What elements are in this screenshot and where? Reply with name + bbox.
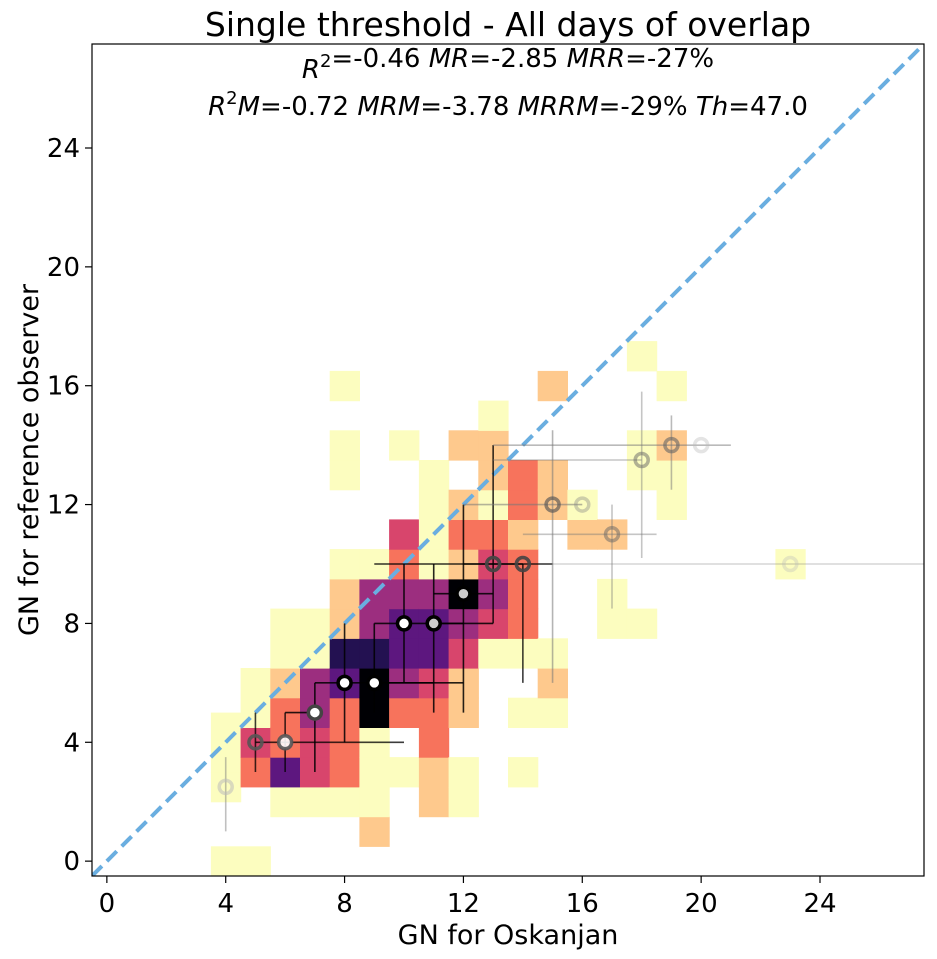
median-marker xyxy=(484,555,502,573)
median-marker xyxy=(336,674,353,692)
plot-frame xyxy=(91,43,925,877)
heatmap-bin xyxy=(656,370,687,402)
median-marker xyxy=(395,615,413,632)
heatmap-bin xyxy=(210,772,242,803)
x-tick-label: 0 xyxy=(99,889,116,919)
median-marker xyxy=(544,496,561,513)
heatmap-bin xyxy=(597,519,628,550)
y-axis-ticks: 0 4 8 12 16 20 24 xyxy=(47,134,92,877)
y-tick-label: 8 xyxy=(63,609,80,639)
heatmap-bin xyxy=(418,489,450,520)
heatmap-bin xyxy=(567,519,598,550)
median-marker xyxy=(663,436,680,454)
median-marker xyxy=(366,674,383,692)
x-tick-label: 16 xyxy=(566,889,599,919)
median-marker xyxy=(782,555,799,573)
median-errorbars xyxy=(224,391,924,832)
heatmap-bin xyxy=(537,697,568,728)
stats-line-2: R2M=-0.72 MRM=-3.78 MRRM=-29% Th=47.0 xyxy=(208,88,808,122)
median-marker xyxy=(306,704,324,721)
y-tick-label: 12 xyxy=(47,491,80,521)
median-marker xyxy=(217,778,234,796)
heatmap-bin xyxy=(329,370,360,402)
heatmap-bins xyxy=(210,341,806,876)
heatmap-bin xyxy=(329,757,360,788)
heatmap-bin xyxy=(478,400,509,431)
heatmap-bin xyxy=(359,757,390,788)
heatmap-bin xyxy=(329,549,360,580)
heatmap-bin xyxy=(210,712,242,743)
y-tick-label: 20 xyxy=(47,253,80,283)
heatmap-bin xyxy=(389,430,420,461)
heatmap-bin xyxy=(270,608,301,639)
heatmap-bin xyxy=(210,846,242,876)
heatmap-bin xyxy=(597,608,628,639)
heatmap-bin xyxy=(389,757,420,788)
heatmap-bin xyxy=(329,578,360,610)
heatmap-bin xyxy=(597,578,628,610)
median-marker xyxy=(514,555,532,573)
heatmap-bin xyxy=(210,742,242,773)
heatmap-bin xyxy=(508,460,539,491)
median-markers xyxy=(217,436,799,796)
y-tick-label: 16 xyxy=(47,372,80,402)
heatmap-bin xyxy=(270,786,301,818)
x-tick-label: 4 xyxy=(217,889,234,919)
stats-line-1: R2=-0.46 MR=-2.85 MRR=-27% xyxy=(302,44,714,85)
x-tick-label: 20 xyxy=(685,889,718,919)
heatmap-bin xyxy=(270,638,301,669)
heatmap-bin xyxy=(775,549,806,580)
x-tick-label: 8 xyxy=(336,889,353,919)
median-marker xyxy=(247,734,264,751)
heatmap-bin xyxy=(508,697,539,728)
heatmap-bin xyxy=(448,786,479,818)
y-tick-label: 24 xyxy=(47,134,80,164)
heatmap-bin xyxy=(448,430,479,461)
heatmap-bin xyxy=(329,460,360,491)
x-axis-label: GN for Oskanjan xyxy=(398,920,619,951)
heatmap-bin xyxy=(508,519,539,550)
heatmap-bin xyxy=(656,489,687,520)
median-marker xyxy=(574,496,591,513)
heatmap-bin xyxy=(537,370,568,402)
heatmap-bin xyxy=(389,697,420,728)
x-tick-label: 24 xyxy=(803,889,836,919)
heatmap-bin xyxy=(240,668,271,699)
x-tick-label: 12 xyxy=(447,889,480,919)
heatmap-bin xyxy=(329,430,360,461)
heatmap-bin xyxy=(329,786,360,818)
median-marker xyxy=(425,615,442,632)
y-tick-label: 0 xyxy=(63,847,80,877)
identity-line xyxy=(92,44,924,876)
heatmap-bin xyxy=(300,786,331,818)
heatmap-bin xyxy=(240,846,271,876)
heatmap-bin xyxy=(418,757,450,788)
heatmap-bin xyxy=(418,727,450,758)
y-tick-label: 4 xyxy=(63,728,80,758)
heatmap-bin xyxy=(418,786,450,818)
x-axis-ticks: 0 4 8 12 16 20 24 xyxy=(99,876,837,919)
median-marker xyxy=(603,526,621,543)
y-axis-label: GN for reference observer xyxy=(14,283,45,636)
heatmap-bin xyxy=(448,757,479,788)
heatmap-bin xyxy=(359,786,390,818)
chart-title: Single threshold - All days of overlap xyxy=(205,5,811,44)
heatmap-bin xyxy=(300,608,331,639)
heatmap-bin xyxy=(389,519,420,550)
median-marker xyxy=(276,734,294,751)
heatmap-bin xyxy=(478,638,509,669)
median-marker xyxy=(692,436,710,454)
heatmap-bin xyxy=(508,757,539,788)
heatmap-bin xyxy=(626,608,658,639)
median-marker xyxy=(633,451,650,469)
heatmap-bin xyxy=(418,460,450,491)
median-marker xyxy=(455,585,472,602)
heatmap-bin xyxy=(359,816,390,847)
heatmap-bin xyxy=(626,341,658,372)
